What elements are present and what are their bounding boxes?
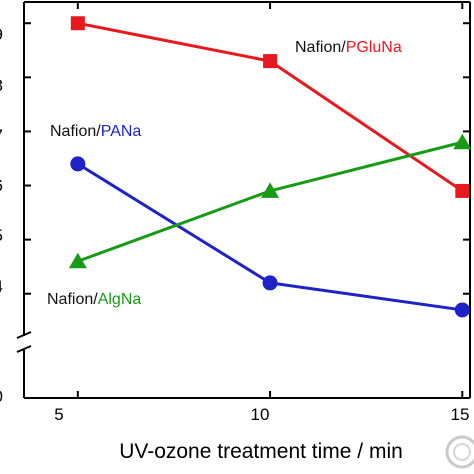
axis-break-mark	[16, 331, 32, 339]
series-group	[68, 16, 472, 318]
data-point-pgluna	[455, 183, 470, 198]
data-point-algna	[453, 133, 472, 150]
series-label-pana-name: PANa	[101, 123, 142, 140]
series-label-pgluna: Nafion/PGluNa	[295, 39, 402, 56]
y-tick-label-7: 7	[0, 126, 3, 145]
series-line-algna	[77, 140, 463, 263]
series-label-pana-prefix: Nafion/	[50, 123, 101, 140]
series-label-algna-prefix: Nafion/	[47, 291, 98, 308]
data-point-pgluna	[263, 54, 278, 69]
series-label-pgluna-prefix: Nafion/	[295, 39, 346, 56]
axis-break-mark	[16, 345, 32, 353]
watermark-logo	[445, 435, 474, 469]
y-tick-label-6: 6	[0, 176, 3, 195]
data-point-pana	[262, 275, 278, 291]
series-line-pgluna	[77, 21, 464, 193]
y-tick-label-9: 9	[0, 25, 3, 44]
data-point-pana	[70, 156, 86, 172]
data-point-algna	[261, 182, 280, 198]
series-label-pgluna-name: PGluNa	[346, 39, 402, 56]
y-tick-label-0: 0	[0, 387, 3, 406]
plot-frame	[16, 1, 471, 399]
x-tick-label-5: 5	[54, 405, 63, 424]
x-axis-title: UV-ozone treatment time / min	[119, 440, 403, 463]
x-tick-label-10: 10	[251, 405, 270, 424]
series-label-pana: Nafion/PANa	[50, 123, 141, 140]
data-point-algna	[68, 252, 87, 269]
series-label-algna-name: AlgNa	[98, 291, 142, 308]
x-tick-label-15: 15	[451, 405, 470, 424]
y-tick-label-4: 4	[0, 277, 3, 296]
series-label-algna: Nafion/AlgNa	[47, 291, 141, 308]
data-point-pana	[454, 302, 470, 318]
y-tick-label-5: 5	[0, 226, 3, 245]
y-tick-label-8: 8	[0, 76, 3, 95]
data-point-pgluna	[70, 16, 85, 31]
